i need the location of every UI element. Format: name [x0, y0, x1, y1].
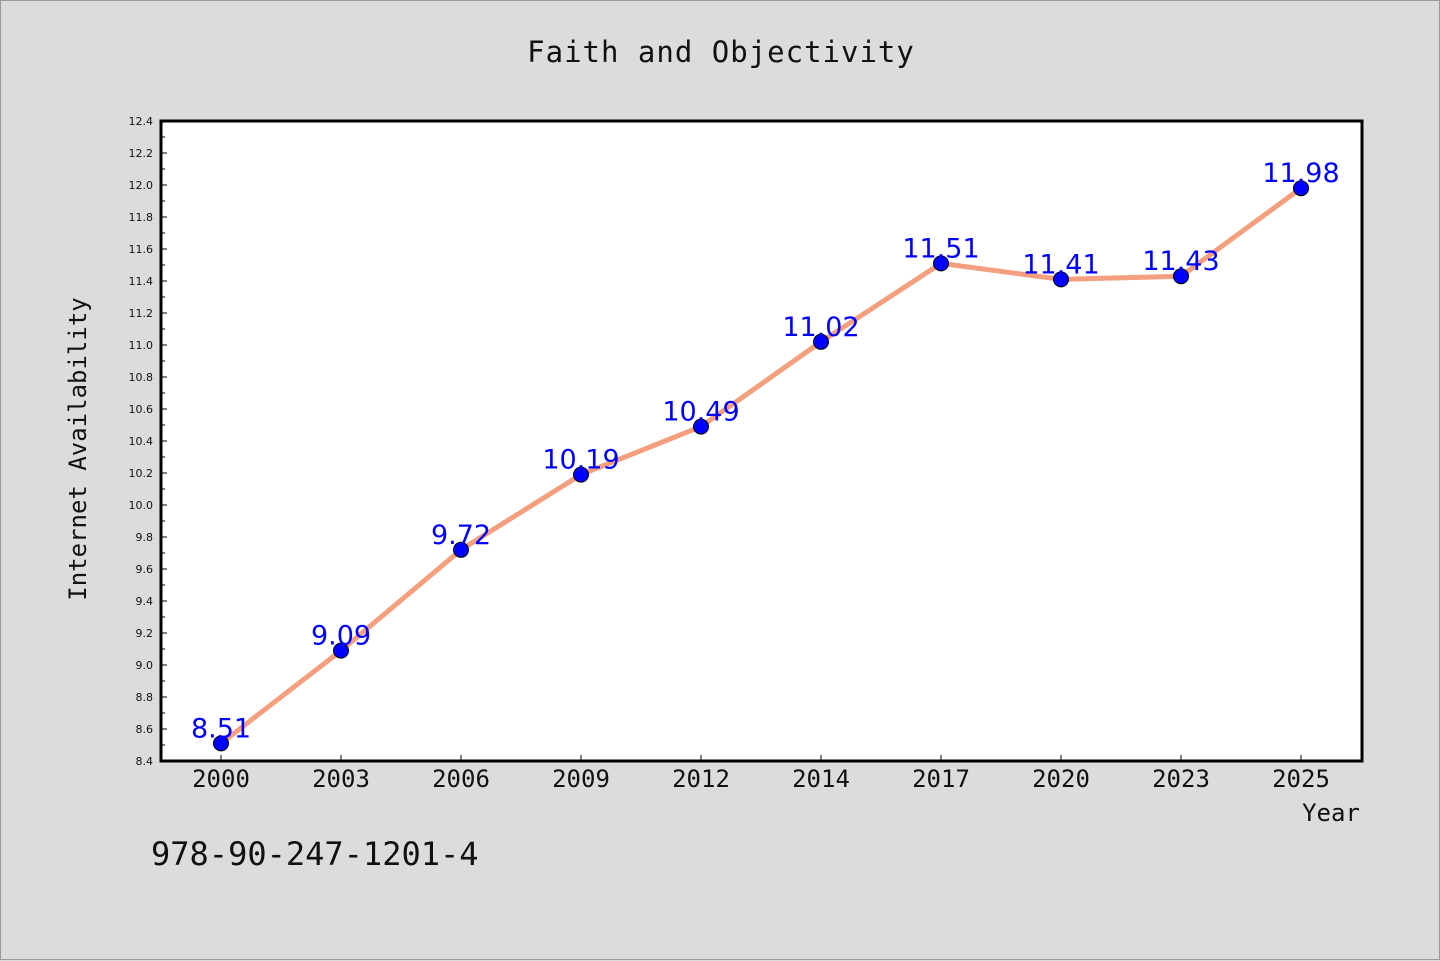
data-labels: 8.51 9.09 9.72 10.19 10.49 11.02 11.51 11.41 11.… — [191, 158, 1340, 744]
data-series — [213, 180, 1309, 752]
x-tick-label: 2000 — [192, 765, 250, 793]
x-tick-label: 2012 — [672, 765, 730, 793]
series-line — [218, 185, 1304, 746]
x-axis-label: Year — [1302, 799, 1360, 827]
y-tick-label: 8.4 — [136, 755, 154, 768]
data-point-marker — [573, 466, 589, 483]
y-tick-label: 12.4 — [129, 115, 154, 128]
y-tick-label: 11.4 — [129, 275, 154, 288]
y-tick-label: 10.0 — [129, 499, 154, 512]
data-point-marker — [213, 735, 229, 752]
y-tick-label: 8.8 — [136, 691, 154, 704]
x-tick-label: 2009 — [552, 765, 610, 793]
y-tick-label: 10.2 — [129, 467, 154, 480]
data-point-marker — [1293, 180, 1309, 197]
data-label: 11.41 — [1022, 249, 1099, 280]
y-tick-label: 10.6 — [129, 403, 154, 416]
data-label: 10.49 — [662, 397, 739, 428]
y-tick-label: 10.4 — [129, 435, 154, 448]
y-tick-label: 11.8 — [129, 211, 154, 224]
data-point-marker — [1053, 271, 1069, 288]
y-tick-label: 11.6 — [129, 243, 154, 256]
y-tick-label: 9.4 — [136, 595, 154, 608]
data-point-marker — [933, 255, 949, 272]
y-axis: 8.4 8.6 8.8 9.0 9.2 9.4 9.6 9.8 10.0 10.2 10.4 10.6… — [129, 115, 167, 768]
x-tick-label: 2006 — [432, 765, 490, 793]
y-tick-label: 12.0 — [129, 179, 154, 192]
data-point-marker — [453, 541, 469, 558]
x-axis: 2000 2003 2006 2009 2012 2014 2017 2020 2023 2025 — [192, 755, 1330, 793]
data-label: 11.43 — [1142, 246, 1219, 277]
y-tick-label: 9.0 — [136, 659, 154, 672]
data-label: 11.51 — [902, 233, 979, 264]
data-label: 8.51 — [191, 713, 251, 744]
y-axis-label: Internet Availability — [64, 297, 92, 600]
chart-title: Faith and Objectivity — [527, 35, 915, 69]
y-tick-label: 11.0 — [129, 339, 154, 352]
y-tick-label: 9.2 — [136, 627, 154, 640]
x-tick-label: 2014 — [792, 765, 850, 793]
data-point-marker — [693, 418, 709, 435]
data-label: 9.72 — [431, 520, 491, 551]
y-tick-label: 9.6 — [136, 563, 154, 576]
x-tick-label: 2017 — [912, 765, 970, 793]
data-label: 11.02 — [782, 312, 859, 343]
y-tick-label: 8.6 — [136, 723, 154, 736]
plot-area — [159, 119, 1364, 763]
y-tick-label: 10.8 — [129, 371, 154, 384]
x-tick-label: 2003 — [312, 765, 370, 793]
y-tick-label: 12.2 — [129, 147, 154, 160]
y-tick-label: 11.2 — [129, 307, 154, 320]
data-point-marker — [813, 333, 829, 350]
data-label: 10.19 — [542, 445, 619, 476]
y-tick-label: 9.8 — [136, 531, 154, 544]
x-tick-label: 2023 — [1152, 765, 1210, 793]
data-label: 9.09 — [311, 621, 371, 652]
isbn-footer: 978-90-247-1201-4 — [151, 835, 479, 873]
x-tick-label: 2025 — [1272, 765, 1330, 793]
x-tick-label: 2020 — [1032, 765, 1090, 793]
data-label: 11.98 — [1262, 158, 1339, 189]
data-point-marker — [333, 642, 349, 659]
data-point-marker — [1173, 268, 1189, 285]
